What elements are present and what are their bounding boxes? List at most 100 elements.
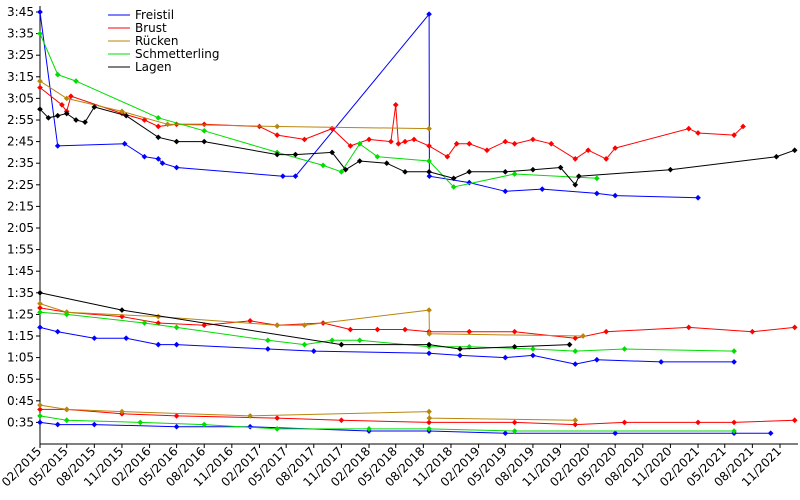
data-point (356, 140, 363, 147)
y-tick-label: 0:35 (7, 415, 34, 429)
data-point (572, 348, 579, 354)
data-point (63, 417, 70, 424)
data-point (740, 123, 746, 130)
y-tick-label: 3:35 (7, 27, 34, 41)
data-point (63, 95, 70, 102)
data-point (502, 430, 509, 437)
data-point (164, 121, 171, 128)
data-point (402, 326, 408, 333)
data-point (173, 324, 180, 331)
data-point (201, 421, 208, 428)
data-point (444, 153, 451, 160)
y-tick-label: 0:45 (7, 394, 34, 408)
data-point (173, 413, 180, 419)
data-point (347, 143, 354, 149)
legend-label: Freistil (135, 8, 174, 22)
data-point (426, 143, 432, 149)
data-point (466, 328, 473, 335)
data-point (566, 341, 573, 348)
data-point (201, 138, 208, 145)
data-point (603, 328, 610, 335)
data-point (274, 426, 280, 432)
data-point (530, 352, 536, 359)
data-point (426, 341, 432, 348)
data-point (548, 140, 555, 147)
data-point (342, 166, 349, 173)
data-point (484, 147, 490, 154)
data-point (366, 426, 372, 432)
series-freistil-100m (37, 324, 737, 367)
data-point (374, 153, 381, 160)
data-point (594, 175, 600, 182)
data-point (247, 318, 253, 324)
y-tick-label: 2:55 (7, 113, 34, 127)
legend-entry-brust: Brust (108, 21, 167, 35)
series-r-cken-50m (37, 402, 579, 424)
data-point (511, 328, 518, 335)
data-point (301, 341, 308, 348)
data-point (155, 341, 162, 348)
y-tick-label: 2:35 (7, 156, 34, 170)
data-point (201, 127, 208, 134)
data-point (141, 153, 148, 160)
data-point (338, 169, 345, 175)
data-point (767, 430, 774, 437)
data-point (530, 166, 536, 173)
data-point (594, 356, 600, 363)
series-lagen-200m (37, 104, 798, 188)
series-freistil-200m (37, 9, 701, 201)
data-point (572, 361, 579, 367)
data-point (173, 138, 180, 145)
data-point (572, 421, 579, 428)
y-tick-label: 2:05 (7, 221, 34, 235)
data-point (731, 132, 737, 138)
data-point (612, 430, 619, 437)
data-point (511, 140, 518, 147)
data-point (791, 324, 798, 331)
data-point (137, 419, 144, 426)
data-point (91, 421, 98, 428)
series-line (39, 311, 735, 352)
data-point (63, 311, 70, 318)
series-schmetterling-100m (37, 309, 737, 354)
series-line (39, 303, 584, 337)
data-point (511, 428, 518, 434)
series-schmetterling-200m (37, 30, 600, 190)
y-tick-label: 1:05 (7, 351, 34, 365)
data-point (426, 415, 433, 421)
y-tick-label: 1:25 (7, 307, 34, 321)
series-r-cken-200m (37, 78, 432, 132)
legend-entry-r-cken: Rücken (108, 34, 179, 48)
data-point (155, 134, 162, 141)
legend-entry-freistil: Freistil (108, 8, 174, 22)
data-point (119, 307, 125, 313)
y-tick-label: 1:55 (7, 243, 34, 257)
data-point (426, 350, 432, 357)
data-point (274, 415, 280, 421)
data-point (91, 104, 98, 110)
data-point (274, 322, 280, 329)
data-point (73, 78, 79, 84)
series-r-cken-100m (37, 300, 586, 339)
data-point (791, 147, 798, 154)
y-tick-label: 3:05 (7, 91, 34, 105)
data-point (466, 140, 473, 147)
data-point (426, 173, 433, 179)
data-point (366, 136, 372, 143)
data-point (173, 164, 180, 171)
legend-label: Lagen (135, 60, 172, 74)
y-tick-label: 3:45 (7, 5, 34, 19)
data-point (530, 136, 536, 143)
data-point (572, 181, 579, 188)
data-point (426, 307, 432, 313)
data-point (530, 346, 536, 352)
data-point (292, 151, 299, 158)
data-point (450, 175, 457, 182)
data-point (685, 324, 692, 331)
y-tick-label: 1:35 (7, 286, 34, 300)
data-point (155, 123, 162, 130)
data-point (155, 156, 162, 162)
